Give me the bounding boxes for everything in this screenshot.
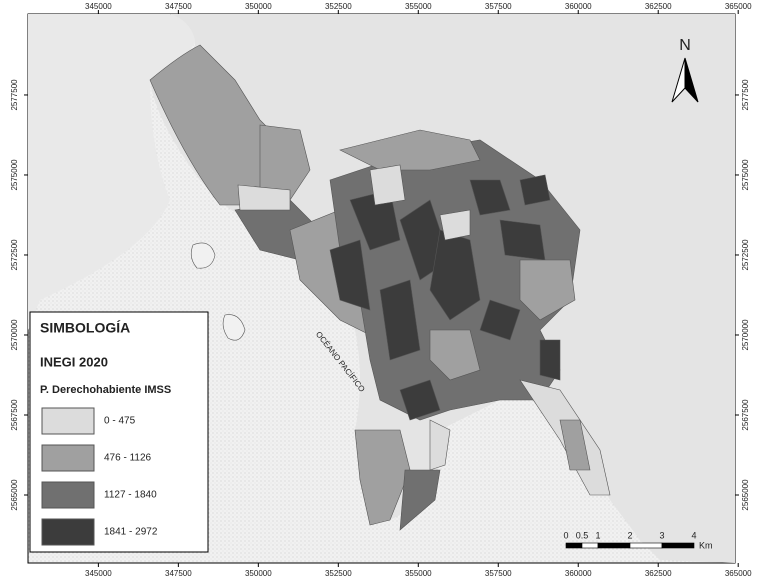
scale-label: 4 [691, 530, 696, 540]
x-tick-label: 347500 [165, 2, 192, 11]
x-tick-label: 357500 [485, 569, 512, 578]
scale-label: 0.5 [576, 530, 589, 540]
north-arrow: N [671, 37, 699, 103]
x-tick-label: 355000 [405, 569, 432, 578]
scale-bar: 0 0.5 1 2 3 4Km [563, 530, 712, 550]
x-tick-label: 365000 [725, 569, 752, 578]
legend-label: 1841 - 2972 [104, 527, 158, 538]
scale-segment [581, 542, 599, 549]
legend-variable: P. Derechohabiente IMSS [40, 384, 171, 396]
scale-segment [597, 542, 631, 549]
y-tick-label: 2570000 [10, 319, 19, 351]
x-tick-label: 362500 [645, 2, 672, 11]
land [28, 14, 735, 563]
scale-label: 3 [659, 530, 664, 540]
x-tick-label: 360000 [565, 569, 592, 578]
legend-label: 476 - 1126 [104, 453, 152, 464]
y-tick-label: 2572500 [741, 239, 750, 271]
y-tick-label: 2572500 [10, 239, 19, 271]
x-tick-label: 350000 [245, 2, 272, 11]
x-tick-label: 352500 [325, 2, 352, 11]
y-tick-label: 2577500 [10, 79, 19, 111]
legend-source: INEGI 2020 [40, 354, 108, 369]
north-label: N [679, 37, 691, 54]
y-tick-label: 2570000 [741, 319, 750, 351]
x-tick-label: 352500 [325, 569, 352, 578]
scale-unit: Km [699, 540, 713, 550]
y-tick-label: 2575000 [10, 159, 19, 191]
legend-swatch [41, 444, 95, 472]
y-tick-label: 2575000 [741, 159, 750, 191]
y-tick-label: 2567500 [10, 399, 19, 431]
coordinates: 345000 345000 347500 347500 350000 350000 3525… [10, 2, 752, 578]
x-tick-label: 345000 [85, 569, 112, 578]
legend-swatch [41, 518, 95, 546]
y-tick-label: 2567500 [741, 399, 750, 431]
x-tick-label: 360000 [565, 2, 592, 11]
scale-label: 2 [627, 530, 632, 540]
legend-swatch [41, 481, 95, 509]
scale-label: 0 [563, 530, 568, 540]
scale-label: 1 [595, 530, 600, 540]
arrow-right [684, 57, 699, 103]
legend-title: SIMBOLOGÍA [40, 320, 130, 336]
x-tick-label: 345000 [85, 2, 112, 11]
x-tick-label: 362500 [645, 569, 672, 578]
legend-label: 1127 - 1840 [104, 490, 157, 501]
y-tick-label: 2565000 [10, 479, 19, 511]
x-tick-label: 365000 [725, 2, 752, 11]
y-tick-label: 2577500 [741, 79, 750, 111]
scale-segment [565, 542, 583, 549]
x-tick-label: 347500 [165, 569, 192, 578]
x-tick-label: 350000 [245, 569, 272, 578]
legend-label: 0 - 475 [104, 416, 136, 427]
legend: SIMBOLOGÍA INEGI 2020 P. Derechohabiente… [29, 311, 209, 553]
x-tick-label: 355000 [405, 2, 432, 11]
scale-segment [629, 542, 663, 549]
y-tick-label: 2565000 [741, 479, 750, 511]
legend-swatch [41, 407, 95, 435]
x-tick-label: 357500 [485, 2, 512, 11]
scale-segment [661, 542, 695, 549]
